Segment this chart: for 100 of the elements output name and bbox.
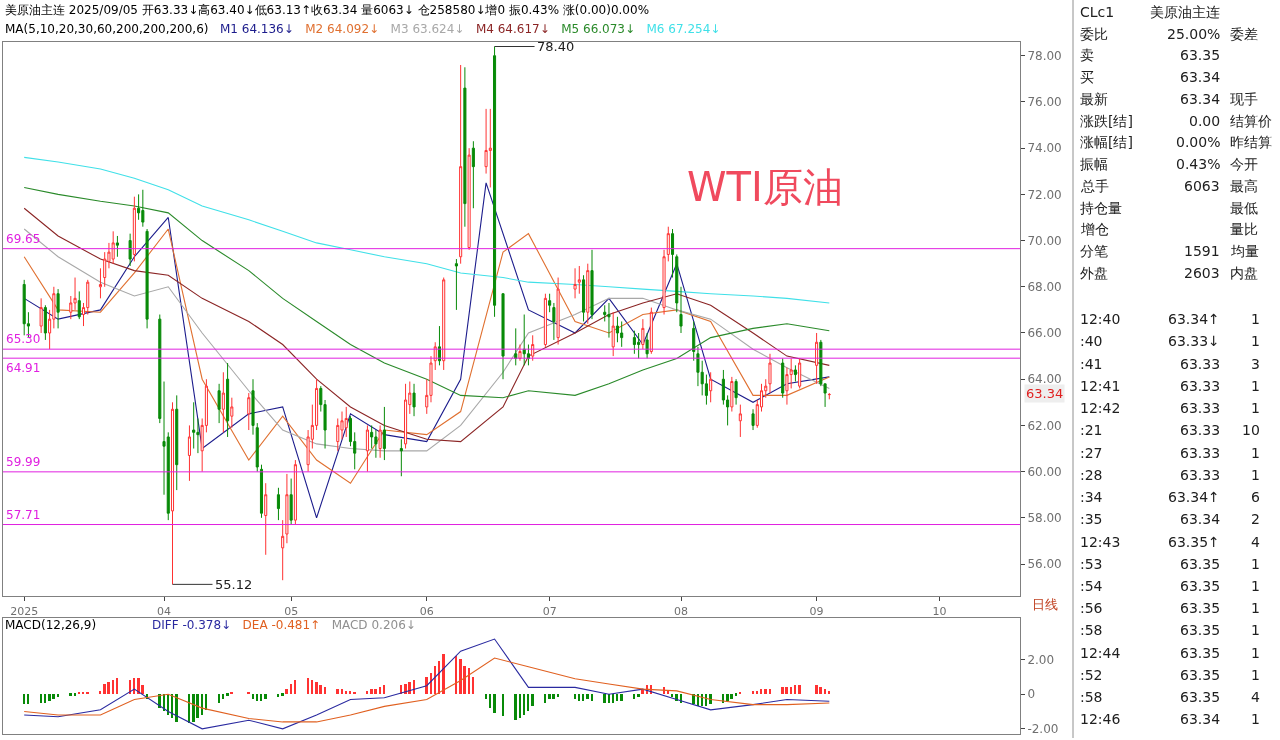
- bar: [527, 694, 529, 712]
- bar: [752, 691, 754, 695]
- bar: [99, 691, 101, 695]
- text: 委比 25.00% 委差: [1080, 26, 1258, 42]
- bar: [133, 678, 135, 695]
- text: 12:43 63.35↑ 4: [1080, 534, 1260, 550]
- candlestick: [141, 189, 145, 228]
- bar: [44, 694, 46, 704]
- candlestick: [433, 341, 437, 371]
- text: 最新 63.34 现手: [1080, 91, 1258, 107]
- candlestick: [751, 408, 755, 431]
- candlestick: [645, 332, 649, 359]
- y-tick-label: 62.00: [1027, 418, 1062, 433]
- text: 买 63.34: [1080, 69, 1221, 85]
- bar: [82, 692, 84, 695]
- bar: [794, 685, 796, 695]
- y-tick-label: 0: [1027, 687, 1036, 702]
- candlestick: [412, 383, 416, 417]
- bar: [201, 694, 203, 716]
- text: 12:46 63.34 1: [1080, 711, 1260, 727]
- candlestick: [827, 392, 831, 400]
- bar: [828, 691, 830, 695]
- candlestick: [221, 371, 225, 433]
- text: :35 63.34 2: [1080, 511, 1260, 527]
- bar: [112, 680, 114, 695]
- candlestick: [607, 302, 611, 339]
- text: DEA -0.481↑: [242, 618, 321, 632]
- text: M2 64.092↓: [305, 22, 380, 36]
- text: :53 63.35 1: [1080, 556, 1260, 572]
- bar: [383, 685, 385, 695]
- text: 总手 6063 最高: [1081, 178, 1258, 194]
- candlestick: [531, 334, 535, 362]
- bar: [459, 659, 462, 695]
- candlestick: [666, 226, 670, 262]
- candlestick: [281, 519, 285, 581]
- bar: [23, 694, 25, 705]
- candlestick: [344, 406, 348, 438]
- candlestick: [111, 230, 115, 265]
- candlestick: [255, 422, 259, 473]
- candlestick: [442, 277, 446, 371]
- candlestick: [128, 233, 132, 267]
- bar: [586, 694, 589, 700]
- bar: [74, 693, 76, 697]
- candlestick: [518, 344, 522, 362]
- bar: [582, 694, 584, 702]
- text: 卖 63.35: [1080, 47, 1221, 63]
- bar: [485, 694, 487, 700]
- bar: [824, 689, 826, 695]
- candlestick: [488, 108, 492, 188]
- bar: [285, 689, 288, 695]
- bar: [281, 693, 284, 697]
- bar: [616, 694, 618, 702]
- bar: [493, 694, 496, 714]
- candlestick: [641, 318, 645, 350]
- candlestick: [226, 362, 230, 438]
- x-tick-label: 10: [932, 604, 947, 618]
- y-tick-label: 74.00: [1027, 141, 1062, 156]
- candlestick: [573, 267, 577, 299]
- candlestick: [514, 327, 518, 366]
- bar: [502, 694, 504, 717]
- candlestick: [43, 304, 47, 341]
- text: M4 64.617↓: [475, 22, 550, 36]
- candlestick: [365, 424, 369, 473]
- y-tick-label: 60.00: [1027, 464, 1062, 479]
- bar: [819, 687, 822, 695]
- bar: [277, 694, 279, 698]
- candlestick: [548, 293, 552, 313]
- candlestick: [175, 394, 179, 491]
- candlestick: [501, 293, 505, 380]
- bar: [519, 694, 521, 719]
- annotation: 78.40: [537, 39, 575, 54]
- candlestick: [98, 267, 102, 299]
- text: 外盘 2603 内盘: [1080, 265, 1258, 281]
- text: :56 63.35 1: [1080, 600, 1260, 616]
- text: :34 63.34↑ 6: [1080, 489, 1260, 505]
- candlestick: [158, 314, 162, 424]
- x-tick-label: 08: [674, 604, 688, 618]
- bar: [379, 687, 381, 695]
- x-tick-label: 09: [809, 604, 824, 618]
- ref-line-label: 69.65: [6, 232, 41, 246]
- x-tick-label: 07: [542, 604, 557, 618]
- candlestick: [590, 249, 594, 320]
- bar: [764, 689, 767, 695]
- text: 分笔 1591 均量: [1080, 243, 1259, 259]
- text: DIFF -0.378↓: [152, 618, 232, 632]
- text: M1 64.136↓: [219, 22, 294, 36]
- text: :58 63.35 4: [1080, 689, 1260, 705]
- bar: [620, 694, 623, 702]
- chart-title: 美原油主连 2025/09/05 开63.33↓高63.40↓低63.13↑收63.34 量6063↓ 仓258580↓增0 振0.43% 涨(0.00)0.00%: [5, 3, 650, 17]
- candlestick: [132, 196, 136, 262]
- text: :58 63.35 1: [1080, 622, 1260, 638]
- bar: [769, 689, 771, 695]
- text: 振幅 0.43% 今开: [1080, 156, 1258, 172]
- candlestick: [293, 459, 297, 526]
- bar: [69, 693, 72, 697]
- bar: [730, 694, 733, 700]
- text: MACD 0.206↓: [331, 618, 416, 632]
- text: 增仓 量比: [1081, 221, 1258, 237]
- bar: [336, 689, 339, 695]
- chart-title: MACD(12,26,9): [5, 618, 97, 632]
